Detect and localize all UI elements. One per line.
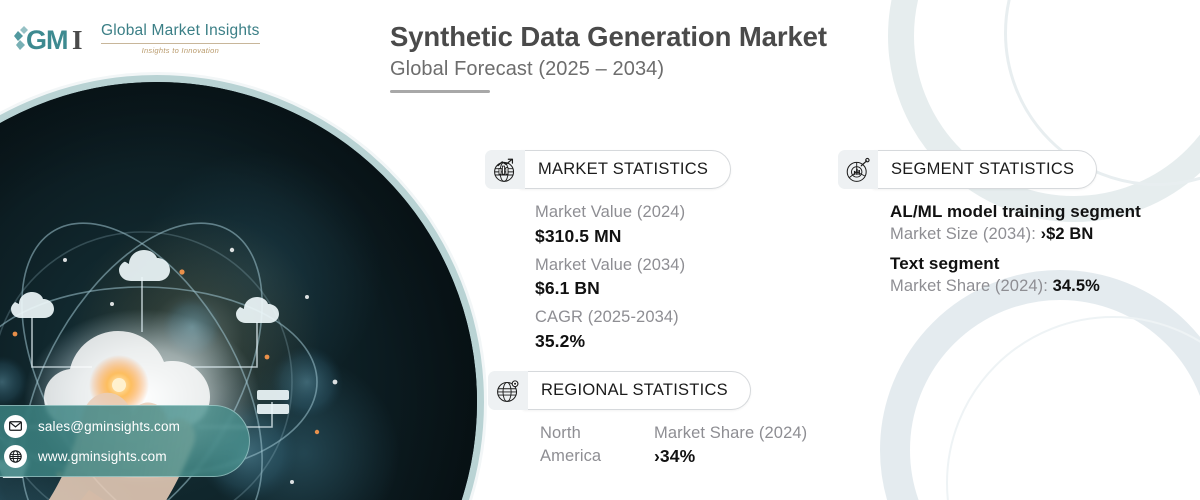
title-underline bbox=[390, 90, 490, 93]
svg-text:GM: GM bbox=[26, 25, 68, 55]
brand-logo-text: Global Market Insights Insights to Innov… bbox=[101, 22, 260, 55]
market-stat-value: $6.1 BN bbox=[535, 278, 600, 299]
envelope-icon bbox=[4, 414, 27, 438]
contact-email-text: sales@gminsights.com bbox=[38, 418, 181, 434]
market-stat-row: CAGR (2025-2034) 35.2% bbox=[535, 306, 731, 354]
contact-row-website[interactable]: www.gminsights.com bbox=[4, 444, 249, 468]
segment-statistics-body: AL/ML model training segment Market Size… bbox=[838, 201, 1141, 299]
page-title: Synthetic Data Generation Market bbox=[390, 21, 827, 52]
market-statistics-pill: MARKET STATISTICS bbox=[519, 150, 732, 189]
brand-tagline: Insights to Innovation bbox=[141, 45, 220, 55]
segment-metric-label: Market Size (2034): bbox=[890, 225, 1041, 244]
globe-icon bbox=[4, 444, 27, 468]
contact-box: sales@gminsights.com www.gminsights.com bbox=[0, 405, 250, 477]
globe-pin-icon bbox=[488, 371, 528, 410]
market-stat-value: 35.2% bbox=[535, 331, 586, 352]
regional-region-name: North America bbox=[540, 424, 602, 466]
contact-row-email[interactable]: sales@gminsights.com bbox=[4, 414, 249, 438]
market-stat-label: Market Value (2024) bbox=[535, 203, 686, 221]
regional-share-label: Market Share (2024) bbox=[654, 424, 808, 442]
brand-divider bbox=[101, 42, 260, 44]
brand-logo[interactable]: GM I Global Market Insights Insights to … bbox=[14, 22, 260, 56]
title-block: Synthetic Data Generation Market Global … bbox=[390, 20, 827, 93]
segment-metric-label: Market Share (2024): bbox=[890, 277, 1053, 296]
regional-share-value: ›34% bbox=[654, 446, 696, 467]
svg-text:I: I bbox=[72, 25, 83, 55]
segment-metric-value: 34.5% bbox=[1052, 277, 1100, 296]
pie-chart-arrow-icon bbox=[838, 150, 878, 189]
segment-statistics-pill: SEGMENT STATISTICS bbox=[872, 150, 1098, 189]
segment-metric: Market Size (2034): ›$2 BN bbox=[890, 223, 1141, 246]
segment-metric-value: ›$2 BN bbox=[1040, 225, 1094, 244]
segment-statistics-header: SEGMENT STATISTICS bbox=[838, 150, 1141, 189]
segment-item: AL/ML model training segment Market Size… bbox=[890, 201, 1141, 247]
market-statistics-heading: MARKET STATISTICS bbox=[538, 160, 709, 178]
market-stat-row: Market Value (2024) $310.5 MN bbox=[535, 201, 731, 249]
regional-share: Market Share (2024) ›34% bbox=[654, 422, 807, 469]
gmi-logo-icon: GM I bbox=[14, 25, 83, 55]
segment-name: Text segment bbox=[890, 253, 1000, 273]
market-stat-label: Market Value (2034) bbox=[535, 255, 686, 274]
market-statistics-body: Market Value (2024) $310.5 MN Market Val… bbox=[485, 201, 731, 354]
segment-item: Text segment Market Share (2024): 34.5% bbox=[890, 253, 1141, 299]
panel-market-statistics: MARKET STATISTICS Market Value (2024) $3… bbox=[485, 150, 732, 359]
segment-name: AL/ML model training segment bbox=[890, 202, 1141, 221]
market-stat-label: CAGR (2025-2034) bbox=[535, 308, 679, 327]
contact-website-text: www.gminsights.com bbox=[38, 448, 167, 464]
regional-statistics-header: REGIONAL STATISTICS bbox=[488, 371, 807, 410]
panel-regional-statistics: REGIONAL STATISTICS North America Market… bbox=[488, 371, 807, 469]
market-stat-row: Market Value (2034) $6.1 BN bbox=[535, 254, 731, 302]
regional-statistics-body: North America Market Share (2024) ›34% bbox=[488, 422, 807, 469]
globe-chart-icon bbox=[485, 150, 525, 189]
market-statistics-header: MARKET STATISTICS bbox=[485, 150, 732, 189]
regional-statistics-heading: REGIONAL STATISTICS bbox=[541, 381, 728, 399]
segment-statistics-heading: SEGMENT STATISTICS bbox=[891, 160, 1075, 178]
brand-name: Global Market Insights bbox=[101, 22, 260, 40]
segment-metric: Market Share (2024): 34.5% bbox=[890, 275, 1141, 298]
market-stat-value: $310.5 MN bbox=[535, 225, 622, 246]
panel-segment-statistics: SEGMENT STATISTICS AL/ML model training … bbox=[838, 150, 1141, 305]
regional-statistics-pill: REGIONAL STATISTICS bbox=[522, 371, 751, 410]
page-subtitle: Global Forecast (2025 – 2034) bbox=[390, 58, 665, 81]
